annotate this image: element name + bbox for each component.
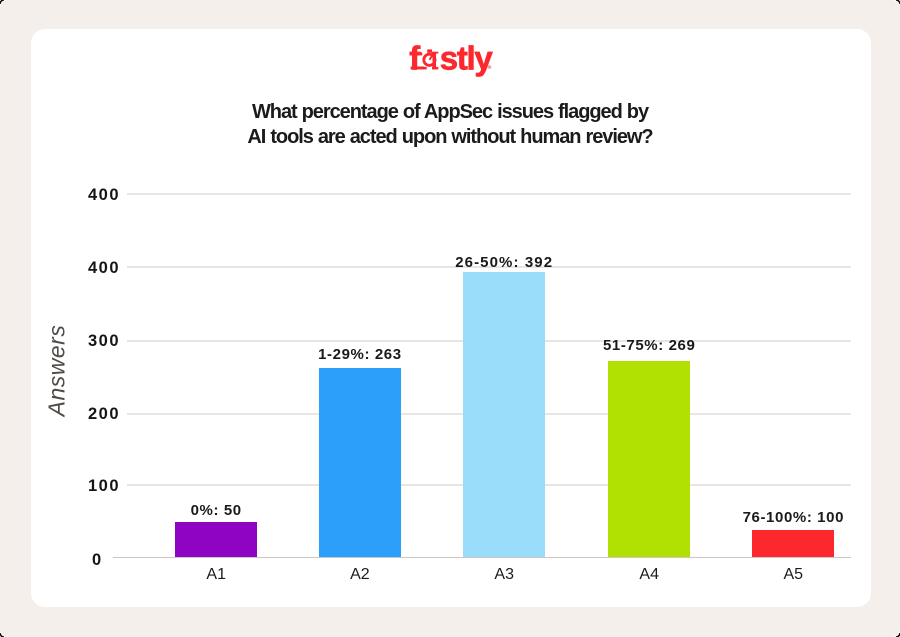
svg-text:f: f — [409, 40, 421, 76]
svg-text:stly: stly — [440, 40, 494, 76]
